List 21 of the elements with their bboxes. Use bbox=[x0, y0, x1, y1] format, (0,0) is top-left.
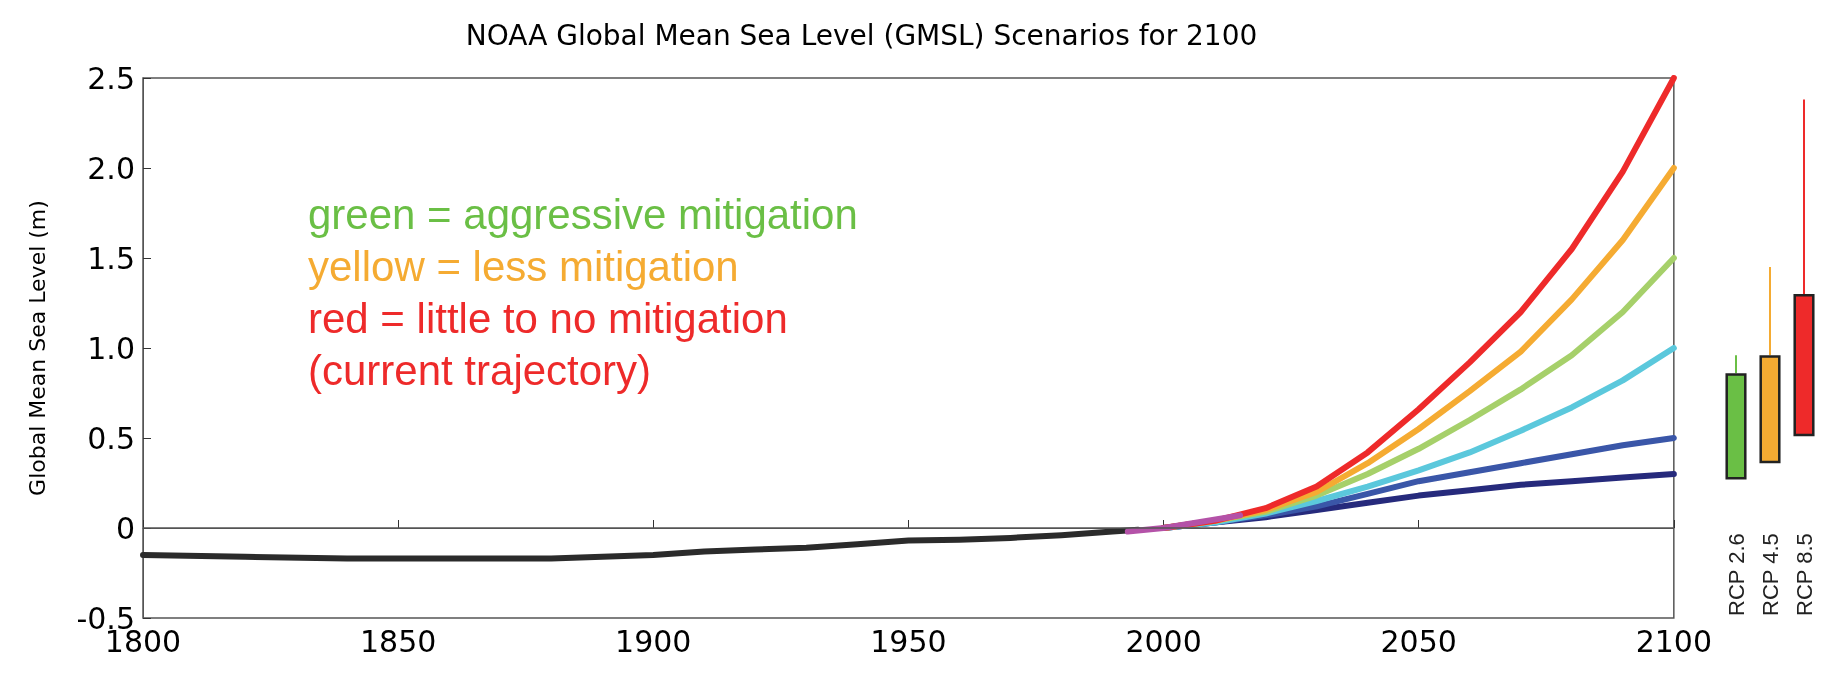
x-tick-label: 2100 bbox=[1635, 623, 1713, 659]
y-tick-label: 1.0 bbox=[87, 330, 135, 366]
chart-title: NOAA Global Mean Sea Level (GMSL) Scenarios for 2100 bbox=[465, 18, 1258, 52]
annotation: green = aggressive mitigation bbox=[308, 190, 858, 238]
x-tick-label: RCP 4.5 bbox=[1757, 533, 1783, 616]
y-axis-title: Global Mean Sea Level (m) bbox=[24, 200, 50, 496]
x-tick-label: 1900 bbox=[615, 623, 692, 659]
annotation: (current trajectory) bbox=[308, 346, 652, 394]
annotation: red = little to no mitigation bbox=[308, 294, 788, 342]
x-tick-label: RCP 8.5 bbox=[1791, 533, 1817, 616]
x-tick-label: 2000 bbox=[1125, 623, 1202, 659]
x-tick-label: 1950 bbox=[870, 623, 947, 659]
y-tick-label: 0 bbox=[115, 510, 135, 546]
x-tick-label: 1850 bbox=[359, 623, 437, 659]
y-tick-label: 0.5 bbox=[87, 420, 135, 456]
annotation: yellow = less mitigation bbox=[308, 242, 739, 290]
y-tick-label: 2.0 bbox=[87, 150, 135, 186]
x-tick-label: 2050 bbox=[1380, 623, 1457, 659]
y-tick-label: 2.5 bbox=[87, 60, 135, 96]
y-tick-label: 1.5 bbox=[87, 240, 135, 276]
x-tick-label: RCP 2.6 bbox=[1723, 533, 1749, 616]
